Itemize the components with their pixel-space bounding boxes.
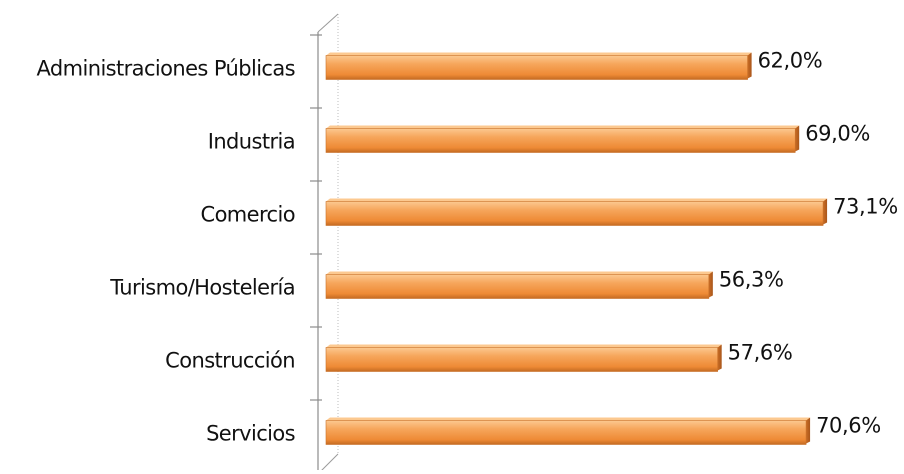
bar-top-face [326, 417, 811, 421]
bar [325, 347, 718, 372]
bar [325, 128, 796, 153]
bar-top-face [326, 198, 828, 202]
bars-layer [325, 52, 828, 445]
value-label: 70,6% [816, 414, 881, 438]
category-label: Administraciones Públicas [37, 57, 295, 81]
value-label: 73,1% [833, 195, 898, 219]
category-label: Construcción [165, 349, 295, 373]
axis-depth-top [317, 13, 339, 33]
bar [325, 55, 748, 80]
bar-top-face [326, 271, 713, 275]
axis-depth-bottom [317, 453, 339, 474]
bar [325, 201, 824, 226]
bar-top-face [326, 52, 752, 56]
value-label: 62,0% [758, 49, 823, 73]
category-label: Comercio [201, 203, 296, 227]
labels-layer: Administraciones Públicas 62,0% Industria 6… [37, 49, 899, 446]
value-label: 56,3% [719, 268, 784, 292]
bar-top-face [326, 344, 722, 348]
bar-top-face [326, 125, 800, 129]
value-label: 57,6% [728, 341, 793, 365]
axis-layer [310, 13, 339, 474]
bar [325, 420, 807, 445]
category-label: Industria [208, 130, 295, 154]
bar [325, 274, 710, 299]
category-label: Servicios [206, 422, 295, 446]
value-label: 69,0% [805, 122, 870, 146]
category-label: Turismo/Hostelería [109, 276, 295, 300]
